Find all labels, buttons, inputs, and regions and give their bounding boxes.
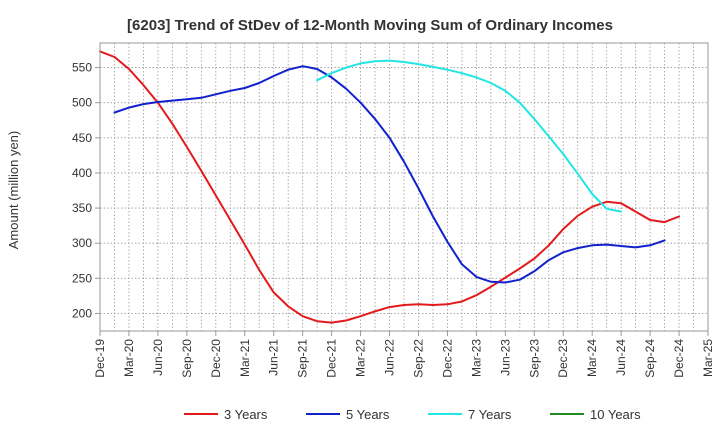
- y-tick-label: 400: [72, 166, 92, 180]
- y-tick-label: 500: [72, 96, 92, 110]
- series-line-5-years: [113, 65, 666, 284]
- y-axis-label: Amount (million yen): [6, 131, 21, 250]
- legend-label: 10 Years: [590, 407, 641, 422]
- x-tick-label: Mar-23: [469, 339, 483, 377]
- plot-grid: [99, 43, 709, 331]
- legend: 3 Years 5 Years 7 Years 10 Years: [184, 407, 641, 422]
- x-tick-label: Dec-23: [556, 339, 570, 378]
- x-tick-label: Dec-20: [209, 339, 223, 378]
- x-tick-label: Sep-23: [527, 339, 541, 378]
- x-tick-label: Jun-20: [151, 339, 165, 376]
- x-tick-label: Jun-22: [383, 339, 397, 376]
- x-tick-label: Mar-25: [701, 339, 715, 377]
- x-tick-label: Jun-21: [267, 339, 281, 376]
- x-tick-label: Jun-24: [614, 339, 628, 376]
- x-tick-label: Dec-22: [440, 339, 454, 378]
- y-tick-label: 550: [72, 61, 92, 75]
- y-tick-label: 250: [72, 271, 92, 285]
- x-tick-label: Mar-22: [354, 339, 368, 377]
- x-tick-label: Mar-24: [585, 339, 599, 377]
- x-tick-label: Dec-24: [672, 339, 686, 378]
- x-tick-label: Jun-23: [498, 339, 512, 376]
- x-axis-ticks: Dec-19 Mar-20 Jun-20 Sep-20 Dec-20 Mar-21 Jun-…: [93, 331, 715, 378]
- x-tick-label: Dec-21: [325, 339, 339, 378]
- series-line-3-years: [99, 50, 680, 324]
- x-tick-label: Sep-20: [180, 339, 194, 378]
- y-tick-label: 350: [72, 201, 92, 215]
- plot-series: [99, 50, 680, 324]
- legend-label: 3 Years: [224, 407, 268, 422]
- legend-label: 7 Years: [468, 407, 512, 422]
- x-tick-label: Sep-22: [411, 339, 425, 378]
- y-tick-label: 450: [72, 131, 92, 145]
- plot-frame: [99, 42, 709, 332]
- x-tick-label: Dec-19: [93, 339, 107, 378]
- x-tick-label: Sep-21: [296, 339, 310, 378]
- x-tick-label: Sep-24: [643, 339, 657, 378]
- x-tick-label: Mar-20: [122, 339, 136, 377]
- x-tick-label: Mar-21: [238, 339, 252, 377]
- y-tick-label: 300: [72, 236, 92, 250]
- series-line-7-years: [316, 59, 623, 213]
- chart-title: [6203] Trend of StDev of 12-Month Moving…: [127, 17, 613, 34]
- y-tick-label: 200: [72, 306, 92, 320]
- y-axis-ticks: 200 250 300 350 400 450 500 550: [72, 61, 100, 320]
- legend-label: 5 Years: [346, 407, 390, 422]
